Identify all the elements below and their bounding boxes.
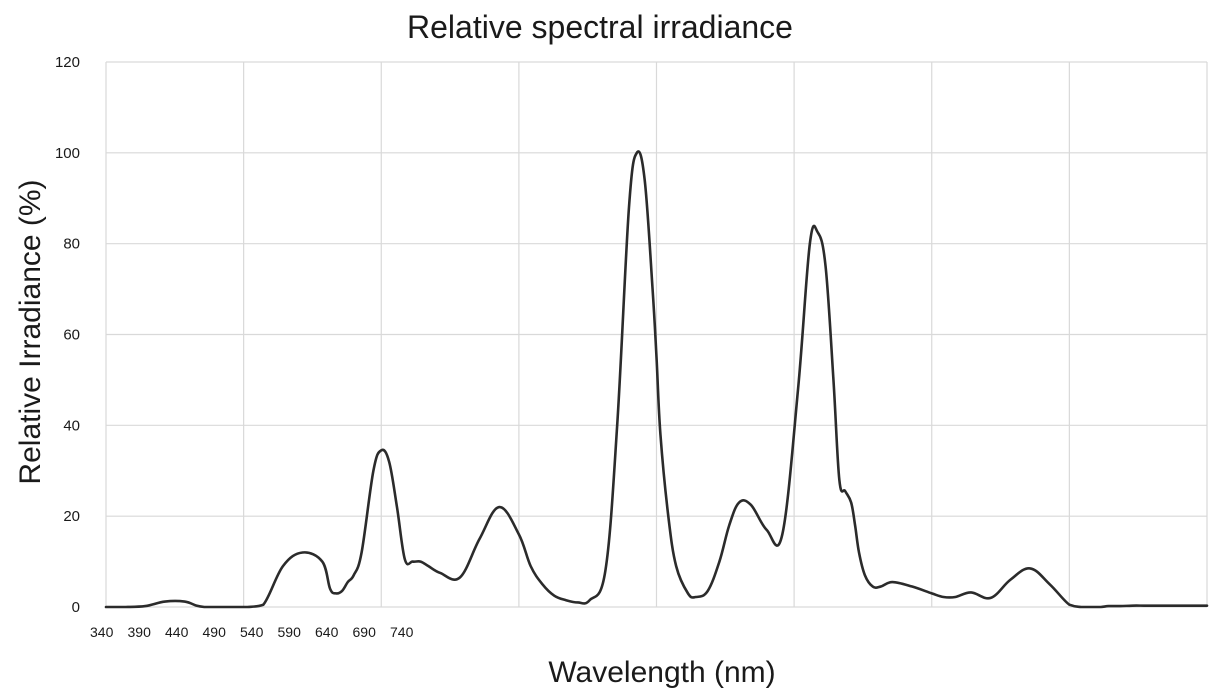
y-tick-label: 80 [63,236,80,253]
x-tick-label: 440 [165,624,189,640]
x-tick-label: 690 [353,624,377,640]
x-tick-label: 340 [90,624,114,640]
y-tick-label: 100 [55,145,80,162]
y-tick-label: 40 [63,417,80,434]
x-gridlines [105,62,1208,607]
x-tick-label: 540 [240,624,264,640]
x-tick-label: 390 [128,624,152,640]
x-tick-label: 490 [203,624,227,640]
x-axis-label: Wavelength (nm) [548,656,775,689]
chart-title: Relative spectral irradiance [407,9,793,45]
x-tick-label: 590 [278,624,302,640]
y-tick-label: 120 [55,54,80,71]
x-tick-label: 740 [390,624,414,640]
y-tick-label: 0 [72,599,80,616]
y-tick-label: 20 [63,508,80,525]
x-tick-labels: 340 390 440 490 540 590 640 690 740 [90,624,414,640]
y-tick-label: 60 [63,327,80,344]
y-tick-labels: 0 20 40 60 80 100 120 [55,54,80,616]
x-tick-label: 640 [315,624,339,640]
y-axis-label: Relative Irradiance (%) [14,179,47,484]
irradiance-series-line [104,150,1209,609]
